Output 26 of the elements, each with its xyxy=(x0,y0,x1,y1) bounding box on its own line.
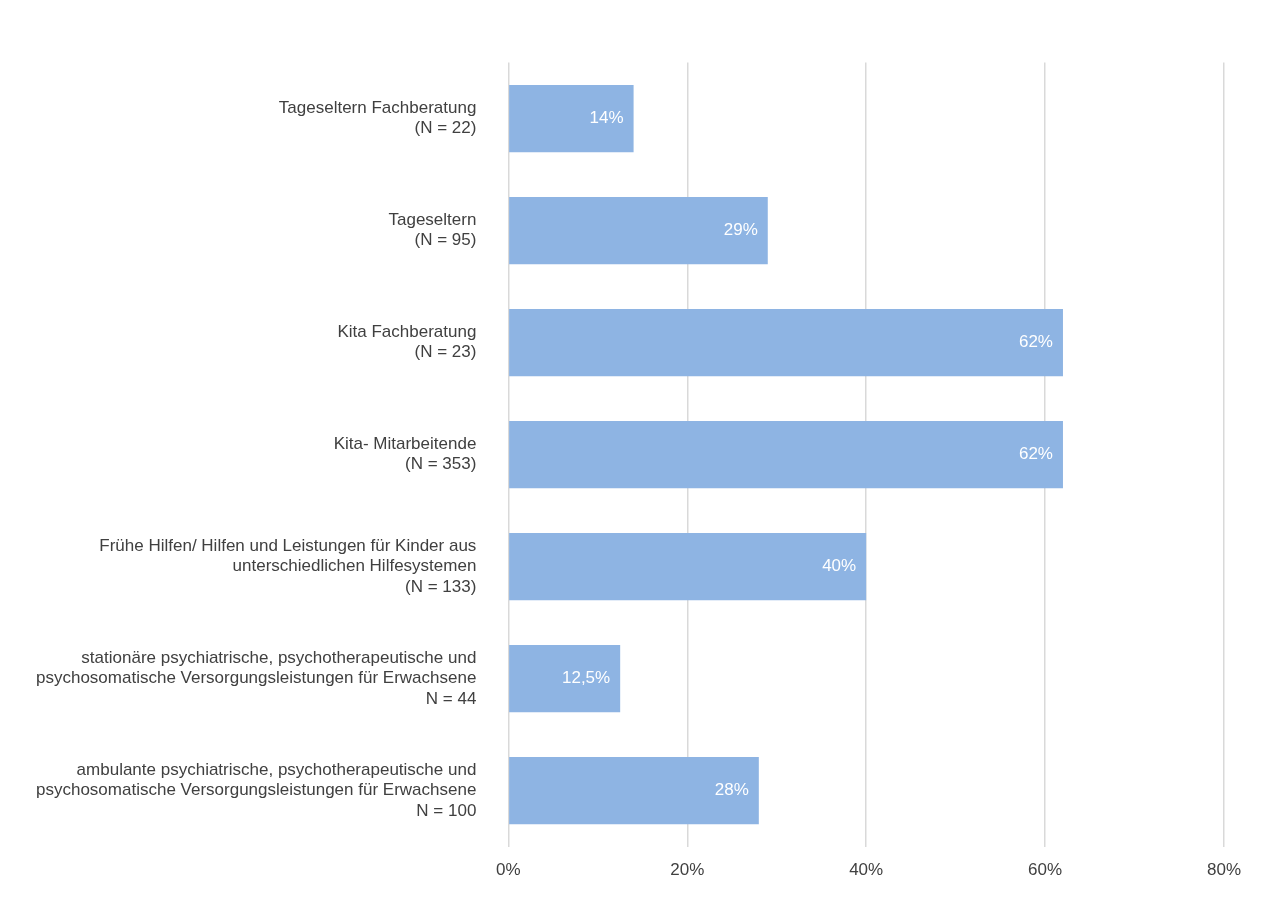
bar xyxy=(509,309,1063,377)
data-label: 14% xyxy=(589,108,624,128)
y-tick-label: Kita Fachberatung (N = 23) xyxy=(337,322,477,362)
data-label: 62% xyxy=(1018,444,1053,464)
y-tick-label: stationäre psychiatrische, psychotherapeutische und psychosomatische Versorgungsleistungen für Erwachsene N = 44 xyxy=(36,647,477,708)
data-label: 28% xyxy=(714,780,749,800)
bar xyxy=(509,645,621,713)
data-label: 40% xyxy=(822,556,857,576)
data-label: 29% xyxy=(723,220,758,240)
bar xyxy=(509,197,768,265)
bar xyxy=(509,757,759,825)
x-tick-label: 20% xyxy=(670,860,705,880)
bar xyxy=(509,533,867,601)
data-label: 62% xyxy=(1018,332,1053,352)
x-tick-label: 60% xyxy=(1028,860,1063,880)
bar xyxy=(509,85,634,153)
x-tick-label: 80% xyxy=(1206,860,1241,880)
bar xyxy=(509,421,1063,489)
data-label: 12,5% xyxy=(561,668,611,688)
y-tick-label: Kita- Mitarbeitende (N = 353) xyxy=(333,434,477,474)
y-tick-label: Tageseltern (N = 95) xyxy=(388,210,477,250)
x-tick-label: 0% xyxy=(496,860,521,880)
y-tick-label: ambulante psychiatrische, psychotherapeutische und psychosomatische Versorgungsleistungen für Erwachsene N = 100 xyxy=(36,759,477,820)
x-tick-label: 40% xyxy=(849,860,884,880)
y-tick-label: Frühe Hilfen/ Hilfen und Leistungen für Kinder aus unterschiedlichen Hilfesystemen (N = 133) xyxy=(99,535,477,596)
y-tick-label: Tageseltern Fachberatung (N = 22) xyxy=(278,98,477,138)
